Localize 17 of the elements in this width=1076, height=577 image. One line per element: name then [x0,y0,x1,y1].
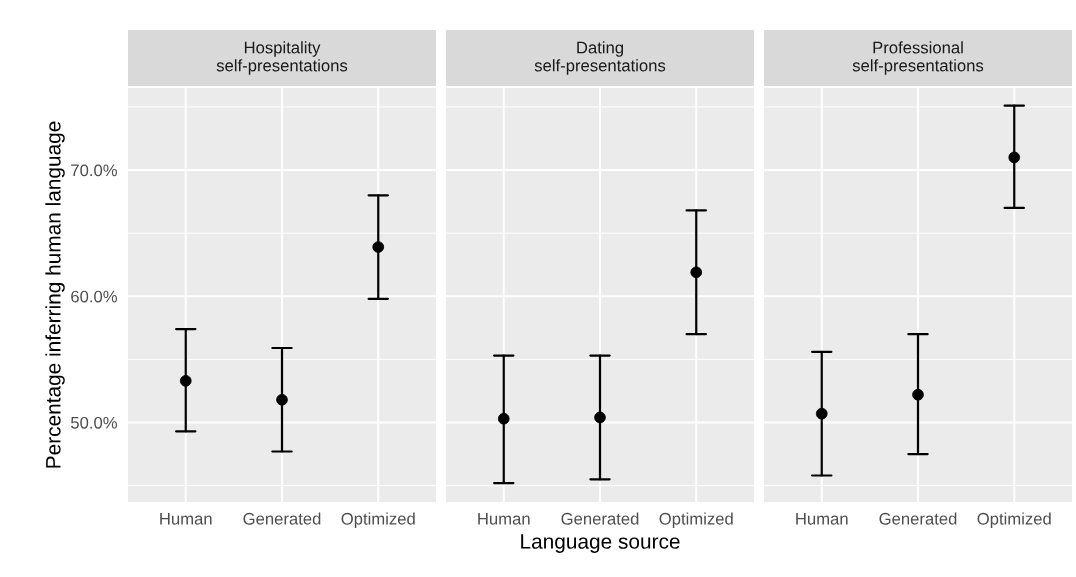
x-tick-label: Optimized [977,512,1051,528]
chart-title: Professional self-presentations [852,41,984,75]
x-tick-label: Human [160,513,212,525]
x-tick-label: Optimized [341,512,415,528]
chart-title: Hospitality self-presentations [216,41,348,75]
x-tick-label: Human [796,513,848,525]
x-tick-label: Optimized [659,512,733,528]
chart-title: Dating self-presentations [534,41,666,75]
x-tick-label: Generated [879,512,957,525]
y-tick-label: 60.0% [71,290,117,303]
y-tick-label: 50.0% [70,416,117,429]
y-tick-label: 70.0% [71,164,117,177]
y-axis-title: Percentage inferring human language [45,121,65,468]
x-tick-label: Human [478,513,530,525]
x-tick-label: Generated [561,512,639,525]
x-axis-title: Language source [521,534,680,553]
x-tick-label: Generated [243,512,321,525]
